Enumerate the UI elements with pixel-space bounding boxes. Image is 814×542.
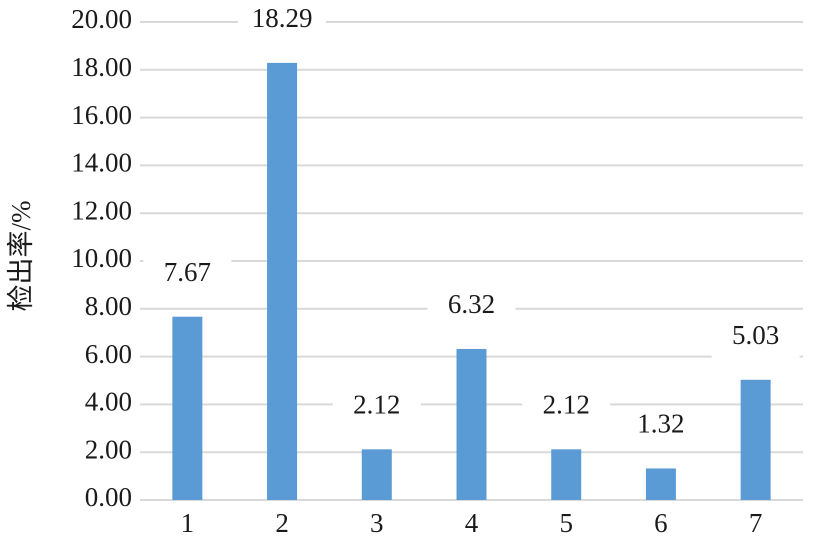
value-label-background — [522, 387, 611, 428]
value-label-background — [616, 406, 705, 447]
x-tick-label: 1 — [181, 508, 195, 538]
y-tick-label: 0.00 — [85, 482, 132, 512]
value-label: 6.32 — [448, 289, 495, 319]
y-tick-label: 14.00 — [71, 148, 132, 178]
value-label-background — [427, 286, 516, 327]
bar — [456, 348, 487, 500]
bar — [361, 449, 392, 500]
bar — [645, 468, 676, 500]
value-label-background — [332, 387, 421, 428]
value-label-background — [143, 254, 232, 295]
x-tick-label: 5 — [559, 508, 573, 538]
y-tick-label: 2.00 — [85, 434, 132, 464]
y-tick-label: 18.00 — [71, 52, 132, 82]
x-tick-label: 7 — [749, 508, 763, 538]
y-tick-label: 6.00 — [85, 339, 132, 369]
y-axis-label: 检出率/% — [6, 201, 36, 312]
bar — [740, 379, 771, 500]
value-label: 5.03 — [732, 320, 779, 350]
x-tick-label: 2 — [275, 508, 289, 538]
x-tick-label: 3 — [370, 508, 384, 538]
value-label: 7.67 — [164, 257, 211, 287]
value-label-background — [238, 0, 327, 41]
value-label: 2.12 — [543, 390, 590, 420]
y-tick-label: 4.00 — [85, 387, 132, 417]
y-tick-label: 12.00 — [71, 195, 132, 225]
bar — [551, 449, 582, 500]
x-tick-label: 6 — [654, 508, 668, 538]
x-tick-label: 4 — [465, 508, 479, 538]
y-tick-label: 16.00 — [71, 100, 132, 130]
value-label-background — [711, 317, 800, 358]
y-tick-label: 8.00 — [85, 291, 132, 321]
value-label: 1.32 — [637, 409, 684, 439]
bar — [172, 316, 203, 500]
y-tick-label: 10.00 — [71, 243, 132, 273]
y-tick-label: 20.00 — [71, 4, 132, 34]
bar — [267, 62, 298, 501]
value-label: 2.12 — [353, 390, 400, 420]
value-label: 18.29 — [252, 3, 313, 33]
